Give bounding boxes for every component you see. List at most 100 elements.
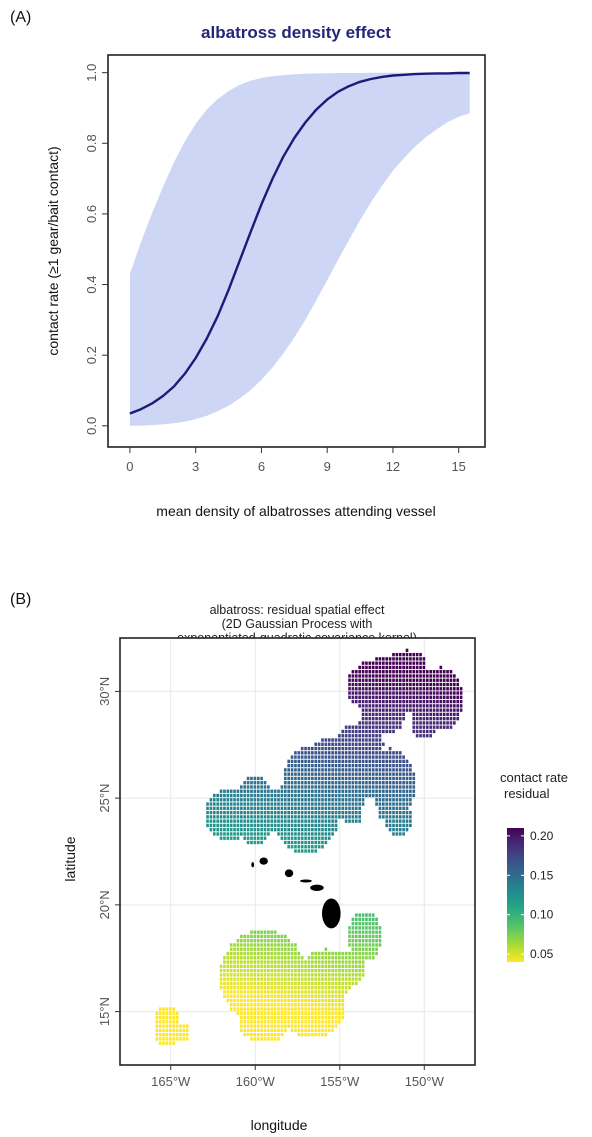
- heatmap-cell: [253, 828, 257, 832]
- heatmap-cell: [270, 990, 274, 994]
- heatmap-cell: [456, 687, 460, 691]
- heatmap-cell: [341, 781, 345, 785]
- heatmap-cell: [321, 1020, 324, 1024]
- heatmap-cell: [229, 1007, 233, 1011]
- heatmap-cell: [344, 964, 348, 968]
- heatmap-cell: [371, 682, 375, 687]
- heatmap-cell: [378, 695, 382, 699]
- heatmap-cell: [294, 763, 297, 768]
- heatmap-cell: [243, 1028, 247, 1033]
- heatmap-cell: [361, 917, 365, 922]
- heatmap-cell: [436, 691, 439, 695]
- heatmap-cell: [314, 785, 318, 789]
- heatmap-cell: [283, 810, 287, 815]
- heatmap-cell: [385, 704, 389, 708]
- heatmap-cell: [368, 917, 372, 922]
- heatmap-cell: [240, 994, 243, 998]
- heatmap-cell: [358, 670, 361, 674]
- heatmap-cell: [378, 802, 382, 806]
- heatmap-cell: [351, 751, 355, 755]
- heatmap-cell: [334, 789, 338, 793]
- heatmap-cell: [327, 810, 331, 815]
- heatmap-cell: [256, 973, 260, 977]
- heatmap-cell: [300, 781, 304, 785]
- heatmap-cell: [307, 798, 311, 802]
- heatmap-cell: [331, 819, 334, 823]
- heatmap-cell: [409, 815, 412, 819]
- heatmap-cell: [395, 691, 399, 695]
- heatmap-cell: [415, 729, 419, 734]
- heatmap-cell: [300, 806, 304, 810]
- heatmap-cell: [398, 704, 402, 708]
- heatmap-cell: [327, 738, 331, 742]
- heatmap-cell: [169, 1037, 172, 1041]
- heatmap-cell: [321, 763, 324, 768]
- heatmap-cell: [395, 670, 399, 674]
- heatmap-cell: [327, 742, 331, 746]
- heatmap-cell: [256, 934, 260, 939]
- heatmap-cell: [402, 810, 405, 815]
- heatmap-cell: [398, 751, 402, 755]
- heatmap-cell: [324, 1028, 328, 1033]
- heatmap-cell: [334, 1007, 338, 1011]
- heatmap-cell: [304, 968, 307, 973]
- heatmap-cell: [287, 1007, 290, 1011]
- heatmap-cell: [169, 1028, 172, 1033]
- heatmap-cell: [270, 956, 274, 960]
- heatmap-cell: [405, 704, 409, 708]
- island-molokai: [300, 879, 312, 883]
- heatmap-cell: [169, 1032, 172, 1037]
- heatmap-cell: [375, 755, 378, 759]
- heatmap-cell: [375, 793, 378, 798]
- heatmap-cell: [311, 832, 314, 836]
- heatmap-cell: [365, 943, 368, 947]
- heatmap-cell: [375, 798, 378, 802]
- heatmap-cell: [351, 674, 355, 678]
- heatmap-cell: [415, 678, 419, 682]
- heatmap-cell: [382, 810, 385, 815]
- heatmap-cell: [331, 1024, 334, 1028]
- heatmap-cell: [365, 768, 368, 772]
- heatmap-cell: [341, 772, 345, 776]
- heatmap-cell: [283, 1007, 287, 1011]
- heatmap-cell: [321, 789, 324, 793]
- heatmap-cell: [158, 1011, 162, 1015]
- heatmap-cell: [405, 661, 409, 665]
- heatmap-cell: [311, 819, 314, 823]
- panel-b-y-label: latitude: [62, 836, 78, 881]
- heatmap-cell: [219, 819, 223, 823]
- heatmap-cell: [317, 1011, 321, 1015]
- heatmap-cell: [398, 759, 402, 764]
- heatmap-cell: [361, 934, 365, 939]
- heatmap-cell: [412, 657, 416, 661]
- heatmap-cell: [388, 674, 392, 678]
- heatmap-cell: [304, 1003, 307, 1007]
- heatmap-cell: [317, 763, 321, 768]
- heatmap-cell: [253, 776, 257, 781]
- heatmap-cell: [223, 802, 226, 806]
- heatmap-cell: [162, 1024, 165, 1028]
- heatmap-cell: [415, 708, 419, 712]
- heatmap-cell: [429, 682, 432, 687]
- heatmap-cell: [256, 815, 260, 819]
- heatmap-cell: [365, 670, 368, 674]
- heatmap-cell: [219, 981, 223, 986]
- heatmap-cell: [280, 968, 284, 973]
- heatmap-cell: [378, 943, 382, 947]
- heatmap-cell: [236, 939, 240, 943]
- heatmap-cell: [236, 793, 240, 798]
- heatmap-cell: [223, 815, 226, 819]
- heatmap-cell: [365, 934, 368, 939]
- heatmap-cell: [314, 977, 318, 981]
- heatmap-cell: [382, 670, 385, 674]
- legend-tick-label: 0.05: [530, 947, 554, 961]
- heatmap-cell: [270, 1020, 274, 1024]
- heatmap-cell: [216, 828, 219, 832]
- heatmap-cell: [263, 1003, 267, 1007]
- heatmap-cell: [294, 968, 297, 973]
- heatmap-cell: [209, 815, 213, 819]
- heatmap-cell: [311, 828, 314, 832]
- heatmap-cell: [277, 1024, 280, 1028]
- heatmap-cell: [327, 798, 331, 802]
- heatmap-cell: [229, 806, 233, 810]
